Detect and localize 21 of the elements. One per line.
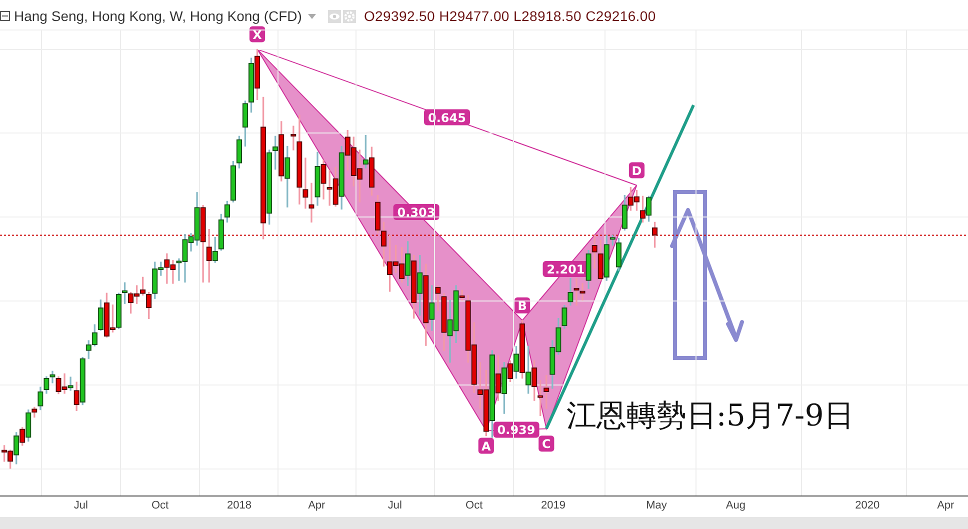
annotation: 2.201 (546, 262, 585, 277)
x-tick-label: Aug (726, 499, 746, 512)
annotation: X (252, 28, 263, 42)
x-tick-label: Jul (388, 499, 402, 512)
annotation: 江恩轉勢日:5月7-9日 (566, 398, 854, 434)
annotation: A (482, 439, 492, 454)
x-tick-label: 2018 (226, 499, 252, 512)
annotation: 0.303 (397, 205, 436, 220)
annotation: C (542, 437, 551, 452)
x-tick-label: Oct (151, 499, 169, 512)
annotation: D (632, 164, 642, 178)
x-tick-label: Oct (466, 499, 483, 512)
x-tick-label: 2020 (855, 499, 880, 512)
x-tick-label: Apr (937, 499, 955, 512)
x-tick-label: 2019 (541, 499, 566, 512)
x-tick-label: Jul (74, 499, 88, 512)
chart-subtitle: O29392.50 H29477.00 L28918.50 C29216.00 (364, 8, 656, 24)
x-tick-label: Apr (308, 499, 326, 512)
annotation: B (518, 298, 527, 313)
chart-title: Hang Seng, Hong Kong, W, Hong Kong (CFD) (14, 8, 302, 24)
x-tick-label: May (646, 499, 668, 512)
